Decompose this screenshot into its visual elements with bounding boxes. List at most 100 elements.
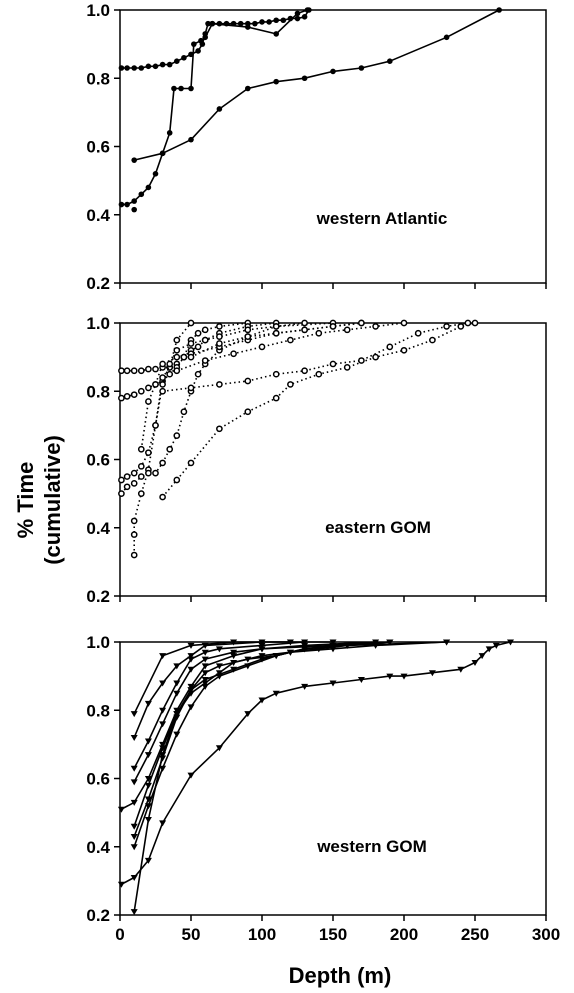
data-point xyxy=(329,642,337,649)
y-tick-label: 1.0 xyxy=(86,1,110,20)
data-point xyxy=(330,68,336,75)
data-point xyxy=(201,663,209,670)
data-point xyxy=(258,697,266,704)
data-point xyxy=(205,20,211,27)
data-point xyxy=(130,765,138,772)
y-tick-label: 0.8 xyxy=(86,382,110,401)
data-point xyxy=(173,690,181,697)
data-point xyxy=(329,360,337,368)
data-point xyxy=(343,364,351,371)
data-point xyxy=(159,721,167,728)
data-point xyxy=(130,367,138,375)
data-point xyxy=(187,704,195,711)
data-point xyxy=(258,656,266,663)
data-point xyxy=(286,649,294,656)
data-point xyxy=(443,34,450,41)
data-point xyxy=(400,673,408,680)
data-point xyxy=(258,343,266,351)
x-tick-label: 50 xyxy=(182,925,201,944)
data-point xyxy=(187,666,195,673)
x-tick-label: 250 xyxy=(461,925,489,944)
data-point xyxy=(198,37,204,44)
y-tick-label: 0.2 xyxy=(86,274,110,293)
data-point xyxy=(159,387,166,395)
data-point xyxy=(173,711,181,718)
data-point xyxy=(159,374,166,381)
data-point xyxy=(386,343,394,351)
data-point xyxy=(287,381,294,388)
data-point xyxy=(216,106,223,112)
data-point xyxy=(144,857,152,864)
data-point xyxy=(173,336,181,344)
data-point xyxy=(144,752,152,759)
data-point xyxy=(130,391,138,399)
panel-label: western GOM xyxy=(316,837,427,856)
data-point xyxy=(138,191,145,198)
data-point xyxy=(145,384,152,392)
data-point xyxy=(372,642,380,649)
data-point xyxy=(294,10,301,17)
data-point xyxy=(259,19,265,25)
data-point xyxy=(159,680,167,687)
data-point xyxy=(387,58,393,64)
data-point xyxy=(117,881,125,888)
data-point xyxy=(166,130,173,136)
data-point xyxy=(152,469,159,477)
data-point xyxy=(273,17,280,24)
data-point xyxy=(215,646,223,653)
data-point xyxy=(191,41,197,47)
y-axis-title-line1: % Time xyxy=(13,462,38,539)
data-point xyxy=(280,17,287,24)
data-point xyxy=(230,649,238,656)
data-point xyxy=(244,377,252,385)
data-point xyxy=(131,206,137,213)
data-point xyxy=(118,490,125,497)
data-point xyxy=(201,642,209,649)
data-point xyxy=(131,65,137,71)
x-tick-label: 300 xyxy=(532,925,560,944)
data-point xyxy=(201,670,209,677)
data-point xyxy=(194,343,202,351)
data-point xyxy=(118,394,125,402)
data-point xyxy=(230,639,238,646)
data-point xyxy=(145,184,152,191)
series-line xyxy=(134,9,500,161)
data-point xyxy=(201,326,209,334)
data-point xyxy=(471,659,479,666)
data-point xyxy=(386,639,394,646)
data-point xyxy=(215,745,223,752)
data-point xyxy=(144,816,152,823)
data-point xyxy=(201,357,209,364)
data-point xyxy=(301,326,308,334)
data-point xyxy=(130,480,138,487)
data-point xyxy=(272,690,280,697)
data-point xyxy=(301,642,309,649)
data-point xyxy=(145,63,152,70)
data-point xyxy=(245,85,251,92)
data-point xyxy=(152,422,159,429)
data-point xyxy=(130,844,138,851)
data-point xyxy=(358,319,365,327)
data-point xyxy=(294,15,301,22)
data-point xyxy=(343,326,351,334)
data-point xyxy=(159,765,167,772)
data-point xyxy=(173,353,181,361)
data-point xyxy=(372,353,379,361)
data-point xyxy=(244,711,252,718)
data-point xyxy=(130,823,138,830)
data-point xyxy=(496,7,502,13)
data-point xyxy=(315,329,323,337)
data-point xyxy=(173,367,181,375)
data-point xyxy=(315,646,323,653)
x-tick-label: 0 xyxy=(115,925,124,944)
data-point xyxy=(230,659,238,666)
data-point xyxy=(272,394,280,402)
data-point xyxy=(400,319,408,327)
data-point xyxy=(358,357,365,364)
y-tick-label: 0.4 xyxy=(86,838,110,857)
data-point xyxy=(130,799,138,806)
x-tick-label: 100 xyxy=(248,925,276,944)
data-point xyxy=(171,85,177,92)
y-tick-label: 0.4 xyxy=(86,519,110,538)
data-point xyxy=(188,85,194,92)
